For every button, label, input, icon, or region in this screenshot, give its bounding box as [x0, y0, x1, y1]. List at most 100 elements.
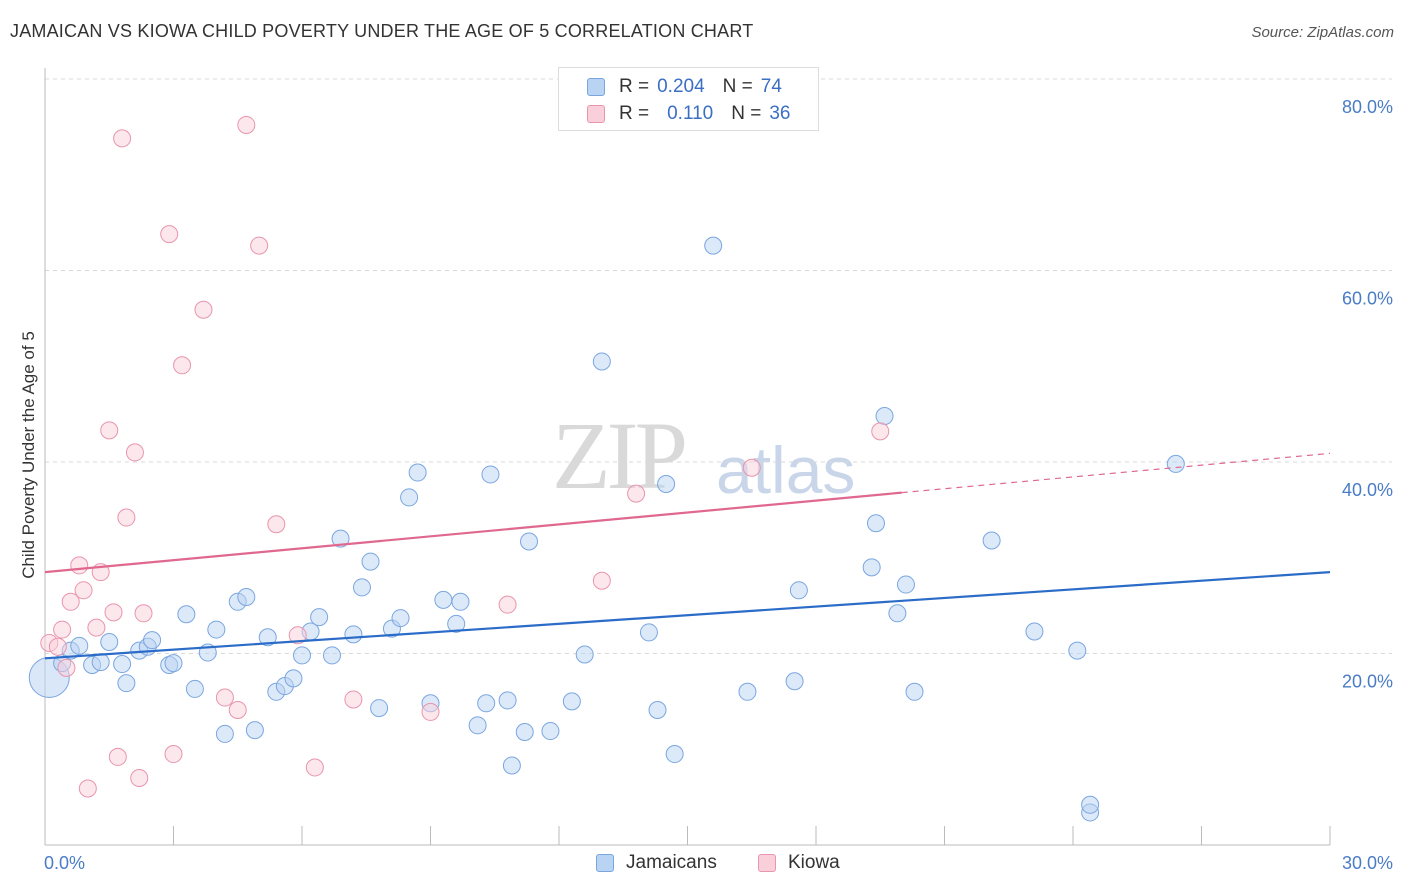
jamaicans-point	[862, 558, 881, 577]
jamaicans-point	[896, 575, 915, 594]
y-tick-label: 80.0%	[1342, 97, 1393, 117]
kiowa-point	[627, 484, 646, 503]
legend-n-label: N =	[722, 76, 753, 97]
legend-r-value: 0.110	[667, 103, 714, 124]
jamaicans-point	[91, 653, 110, 672]
kiowa-legend-swatch	[758, 854, 776, 872]
kiowa-point	[421, 702, 440, 721]
jamaicans-point	[258, 628, 277, 647]
kiowa-point	[125, 443, 144, 462]
jamaicans-point	[451, 592, 470, 611]
legend-r-label: R =	[619, 76, 650, 97]
kiowa-point	[237, 115, 256, 134]
jamaicans-point	[117, 674, 136, 693]
jamaicans-legend-label: Jamaicans	[626, 852, 717, 873]
jamaicans-point	[982, 531, 1001, 550]
jamaicans-point	[592, 352, 611, 371]
jamaicans-point	[905, 682, 924, 701]
kiowa-point	[228, 700, 247, 719]
kiowa-point	[78, 779, 97, 798]
kiowa-trend-line	[44, 491, 902, 574]
y-tick-label: 40.0%	[1342, 480, 1393, 500]
kiowa-point	[74, 581, 93, 600]
jamaicans-point	[1068, 641, 1087, 660]
jamaicans-point	[648, 700, 667, 719]
jamaicans-point	[562, 692, 581, 711]
y-tick-label: 60.0%	[1342, 289, 1393, 309]
legend-r-label: R =	[619, 103, 650, 124]
jamaicans-point	[888, 604, 907, 623]
kiowa-point	[100, 421, 119, 440]
kiowa-point	[134, 604, 153, 623]
y-tick-label: 20.0%	[1342, 672, 1393, 692]
jamaicans-point	[434, 590, 453, 609]
kiowa-point	[164, 745, 183, 764]
jamaicans-point	[866, 514, 885, 533]
kiowa-trend-extension	[901, 452, 1331, 494]
jamaicans-point	[164, 654, 183, 673]
jamaicans-point	[1025, 622, 1044, 641]
jamaicans-point	[1081, 795, 1100, 814]
kiowa-point	[250, 236, 269, 255]
jamaicans-point	[639, 623, 658, 642]
jamaicans-point	[875, 407, 894, 426]
kiowa-point	[215, 688, 234, 707]
kiowa-point	[305, 758, 324, 777]
kiowa-point	[194, 300, 213, 319]
legend-n-value: 74	[760, 76, 782, 97]
bottom-legend-jamaicans: Jamaicans	[596, 852, 717, 874]
bottom-legend-kiowa: Kiowa	[758, 852, 840, 874]
jamaicans-point	[738, 682, 757, 701]
jamaicans-point	[447, 614, 466, 633]
tick-labels: 20.0% 40.0% 60.0% 80.0% 0.0% 30.0%	[44, 97, 1393, 873]
jamaicans-point	[284, 669, 303, 688]
jamaicans-point	[468, 716, 487, 735]
jamaicans-point	[481, 465, 500, 484]
kiowa-point	[108, 747, 127, 766]
axes	[44, 68, 1331, 846]
kiowa-point	[87, 618, 106, 637]
jamaicans-point	[113, 655, 132, 674]
kiowa-point	[344, 690, 363, 709]
jamaicans-point	[400, 488, 419, 507]
kiowa-point	[173, 356, 192, 375]
trend-lines	[44, 452, 1331, 660]
jamaicans-point	[344, 625, 363, 644]
kiowa-point	[117, 508, 136, 527]
jamaicans-point	[177, 605, 196, 624]
jamaicans-point	[70, 636, 89, 655]
kiowa-point	[288, 626, 307, 645]
kiowa-point	[592, 571, 611, 590]
kiowa-point	[498, 595, 517, 614]
kiowa-point	[48, 637, 67, 656]
jamaicans-point	[408, 463, 427, 482]
kiowa-point	[871, 422, 890, 441]
legend-r-value: 0.204	[657, 76, 705, 97]
jamaicans-point	[657, 475, 676, 494]
jamaicans-point	[100, 633, 119, 652]
x-tick-label: 0.0%	[44, 853, 85, 873]
jamaicans-point	[785, 672, 804, 691]
jamaicans-point	[370, 699, 389, 718]
jamaicans-point	[575, 645, 594, 664]
jamaicans-point	[185, 679, 204, 698]
kiowa-legend-label: Kiowa	[788, 852, 840, 873]
jamaicans-point	[704, 236, 723, 255]
legend-n-label: N =	[731, 103, 762, 124]
jamaicans-point	[207, 620, 226, 639]
jamaicans-point	[143, 631, 162, 650]
jamaicans-point	[789, 581, 808, 600]
jamaicans-point	[498, 691, 517, 710]
watermark-atlas: atlas	[716, 433, 856, 507]
jamaicans-trend-line	[44, 571, 1331, 660]
jamaicans-point	[237, 588, 256, 607]
jamaicans-point	[245, 721, 264, 740]
kiowa-point	[113, 129, 132, 148]
jamaicans-point	[215, 724, 234, 743]
kiowa-points	[40, 115, 890, 798]
y-axis-title: Child Poverty Under the Age of 5	[19, 331, 38, 579]
kiowa-swatch	[587, 105, 605, 123]
kiowa-point	[61, 592, 80, 611]
jamaicans-swatch	[587, 78, 605, 96]
